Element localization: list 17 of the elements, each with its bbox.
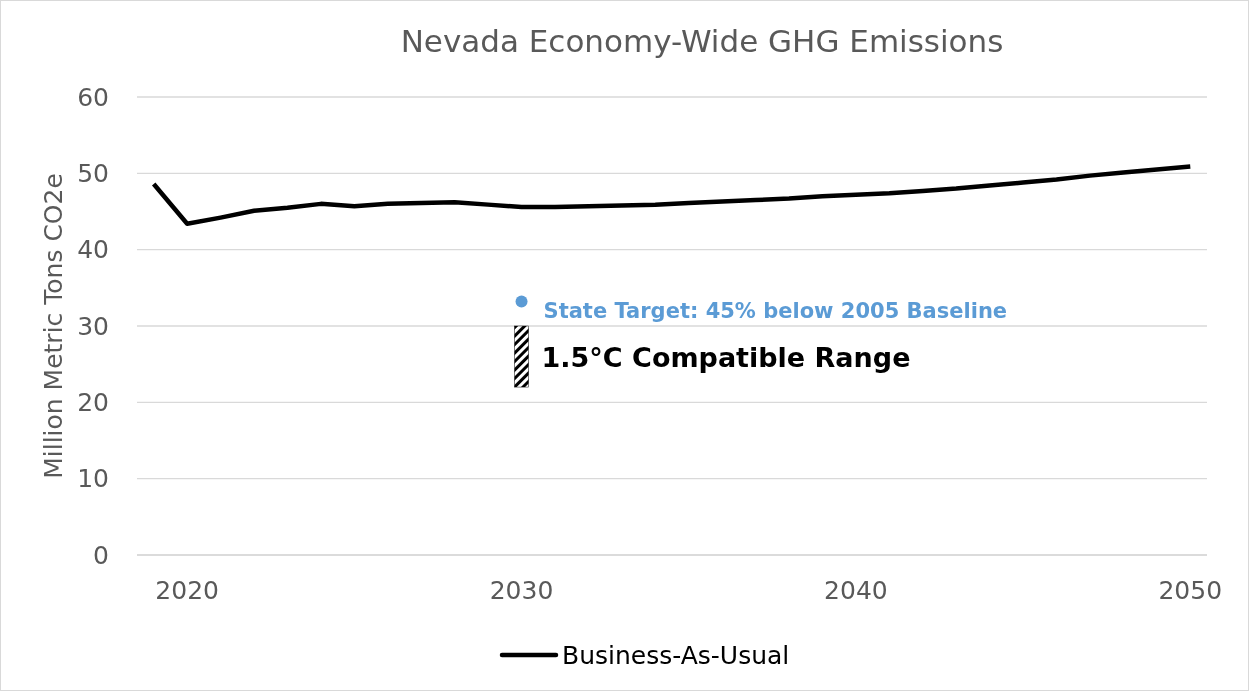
- x-tick-label: 2030: [489, 576, 554, 605]
- series-label: State Target: 45% below 2005 Baseline: [543, 298, 1008, 323]
- x-tick-label: 2040: [824, 576, 888, 605]
- y-tick-label: 0: [93, 540, 109, 570]
- x-tick-label: 2050: [1158, 576, 1223, 605]
- y-tick-label: 30: [77, 311, 109, 341]
- x-tick-label: 2020: [155, 576, 219, 605]
- legend-label: Business-As-Usual: [562, 640, 790, 670]
- line-series: [151, 164, 1193, 226]
- y-axis-title: Million Metric Tons CO2e: [39, 173, 68, 479]
- series-label: 1.5°C Compatible Range: [541, 341, 911, 373]
- y-tick-label: 20: [77, 388, 109, 418]
- y-tick-label: 60: [77, 82, 109, 112]
- y-tick-label: 10: [77, 464, 109, 494]
- y-tick-label: 50: [77, 159, 109, 189]
- y-tick-label: 40: [77, 235, 109, 265]
- chart-title: Nevada Economy-Wide GHG Emissions: [400, 23, 1004, 59]
